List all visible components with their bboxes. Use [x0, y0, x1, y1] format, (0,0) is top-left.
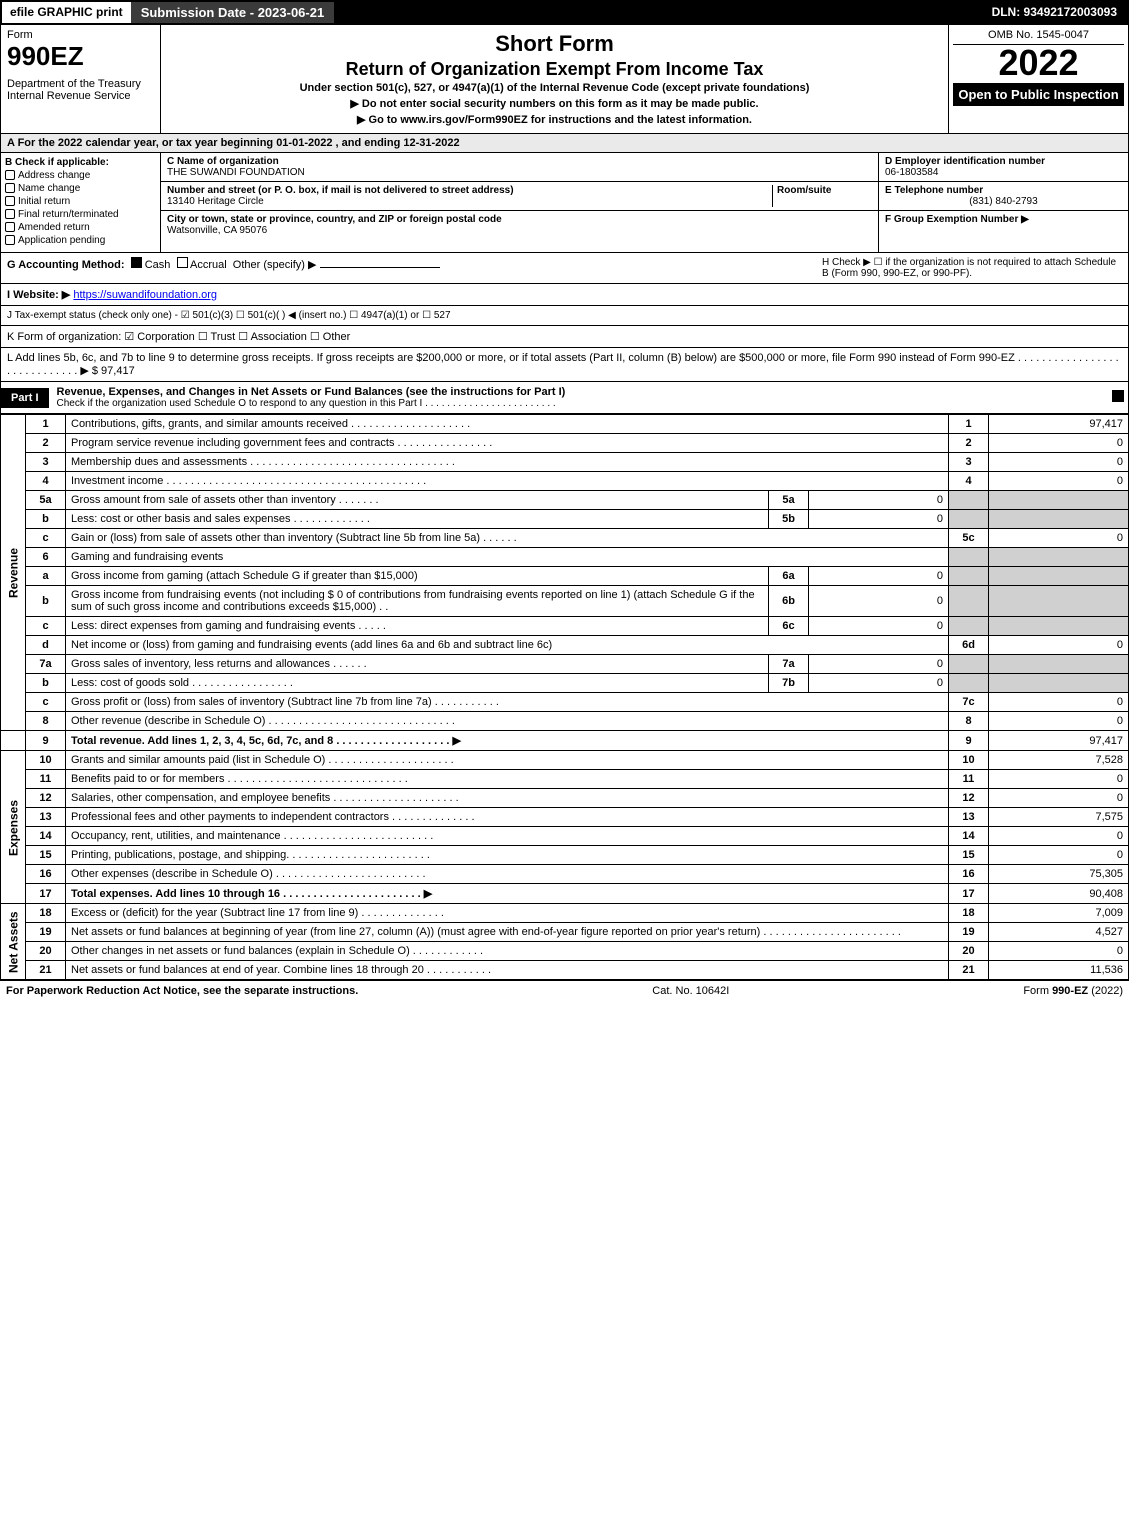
amt-21: 11,536: [989, 961, 1129, 980]
cb-name-change[interactable]: Name change: [5, 183, 156, 194]
cb-cash[interactable]: [131, 257, 142, 268]
accounting-method-label: G Accounting Method:: [7, 259, 125, 271]
amt-5c: 0: [989, 529, 1129, 548]
amt-6a: 0: [809, 567, 949, 586]
cb-amended-return[interactable]: Amended return: [5, 222, 156, 233]
city-label: City or town, state or province, country…: [167, 214, 502, 225]
ein-value: 06-1803584: [885, 167, 938, 178]
footer-form: Form 990-EZ (2022): [1023, 985, 1123, 997]
part1-header: Part I Revenue, Expenses, and Changes in…: [0, 382, 1129, 414]
form-meta-block: OMB No. 1545-0047 2022 Open to Public In…: [948, 25, 1128, 133]
section-a: A For the 2022 calendar year, or tax yea…: [0, 134, 1129, 153]
phone-label: E Telephone number: [885, 185, 983, 196]
part1-title: Revenue, Expenses, and Changes in Net As…: [49, 382, 1108, 413]
amt-7c: 0: [989, 693, 1129, 712]
form-id-block: Form 990EZ Department of the Treasury In…: [1, 25, 161, 133]
form-title-block: Short Form Return of Organization Exempt…: [161, 25, 948, 133]
amt-3: 0: [989, 453, 1129, 472]
title-return: Return of Organization Exempt From Incom…: [167, 59, 942, 80]
part1-checkbox[interactable]: [1108, 390, 1128, 405]
line-j: J Tax-exempt status (check only one) - ☑…: [0, 306, 1129, 326]
amt-16: 75,305: [989, 865, 1129, 884]
tax-year: 2022: [953, 45, 1124, 81]
phone-value: (831) 840-2793: [885, 196, 1122, 207]
line-g-h: G Accounting Method: Cash Accrual Other …: [0, 253, 1129, 284]
box-b: B Check if applicable: Address change Na…: [1, 153, 161, 252]
box-def: D Employer identification number 06-1803…: [878, 153, 1128, 252]
amt-10: 7,528: [989, 751, 1129, 770]
website-link[interactable]: https://suwandifoundation.org: [73, 289, 217, 301]
side-net-assets: Net Assets: [1, 904, 26, 980]
amt-7a: 0: [809, 655, 949, 674]
room-label: Room/suite: [777, 185, 831, 196]
org-name: THE SUWANDI FOUNDATION: [167, 167, 305, 178]
amt-5b: 0: [809, 510, 949, 529]
cb-accrual[interactable]: [177, 257, 188, 268]
page-footer: For Paperwork Reduction Act Notice, see …: [0, 980, 1129, 1001]
group-exemption-label: F Group Exemption Number ▶: [885, 214, 1029, 225]
side-expenses: Expenses: [1, 751, 26, 904]
amt-5a: 0: [809, 491, 949, 510]
amt-9: 97,417: [989, 731, 1129, 751]
amt-8: 0: [989, 712, 1129, 731]
form-header: Form 990EZ Department of the Treasury In…: [0, 25, 1129, 134]
ein-label: D Employer identification number: [885, 156, 1045, 167]
amt-12: 0: [989, 789, 1129, 808]
side-revenue: Revenue: [1, 415, 26, 731]
amt-15: 0: [989, 846, 1129, 865]
part1-tab: Part I: [1, 388, 49, 408]
addr-label: Number and street (or P. O. box, if mail…: [167, 185, 514, 196]
line-h: H Check ▶ ☐ if the organization is not r…: [822, 257, 1122, 279]
amt-18: 7,009: [989, 904, 1129, 923]
org-address: 13140 Heritage Circle: [167, 196, 264, 207]
submission-date: Submission Date - 2023-06-21: [131, 2, 335, 23]
amt-17: 90,408: [989, 884, 1129, 904]
website-label: I Website: ▶: [7, 289, 70, 301]
info-block: B Check if applicable: Address change Na…: [0, 153, 1129, 253]
open-to-public: Open to Public Inspection: [953, 83, 1124, 106]
org-city: Watsonville, CA 95076: [167, 225, 267, 236]
note-goto: ▶ Go to www.irs.gov/Form990EZ for instru…: [167, 113, 942, 126]
amt-14: 0: [989, 827, 1129, 846]
amt-7b: 0: [809, 674, 949, 693]
amt-13: 7,575: [989, 808, 1129, 827]
cb-final-return[interactable]: Final return/terminated: [5, 209, 156, 220]
line-l-amount: $ 97,417: [92, 365, 135, 377]
top-bar: efile GRAPHIC print Submission Date - 20…: [0, 0, 1129, 25]
cb-initial-return[interactable]: Initial return: [5, 196, 156, 207]
lines-table: Revenue 1 Contributions, gifts, grants, …: [0, 414, 1129, 980]
amt-2: 0: [989, 434, 1129, 453]
footer-catno: Cat. No. 10642I: [652, 985, 729, 997]
amt-6d: 0: [989, 636, 1129, 655]
amt-20: 0: [989, 942, 1129, 961]
title-short-form: Short Form: [167, 31, 942, 57]
cb-application-pending[interactable]: Application pending: [5, 235, 156, 246]
amt-1: 97,417: [989, 415, 1129, 434]
amt-19: 4,527: [989, 923, 1129, 942]
form-word: Form: [7, 29, 154, 41]
amt-6c: 0: [809, 617, 949, 636]
line-l: L Add lines 5b, 6c, and 7b to line 9 to …: [0, 348, 1129, 382]
form-number: 990EZ: [7, 41, 154, 72]
amt-11: 0: [989, 770, 1129, 789]
subtitle: Under section 501(c), 527, or 4947(a)(1)…: [167, 82, 942, 94]
irs-link[interactable]: www.irs.gov/Form990EZ: [400, 114, 527, 126]
note-ssn: ▶ Do not enter social security numbers o…: [167, 97, 942, 110]
box-c: C Name of organization THE SUWANDI FOUND…: [161, 153, 878, 252]
org-name-label: C Name of organization: [167, 156, 279, 167]
line-k: K Form of organization: ☑ Corporation ☐ …: [0, 326, 1129, 348]
amt-4: 0: [989, 472, 1129, 491]
cb-address-change[interactable]: Address change: [5, 170, 156, 181]
box-b-label: B Check if applicable:: [5, 157, 156, 168]
footer-notice: For Paperwork Reduction Act Notice, see …: [6, 985, 358, 997]
department-label: Department of the Treasury Internal Reve…: [7, 78, 154, 102]
line-i: I Website: ▶ https://suwandifoundation.o…: [0, 284, 1129, 306]
line-l-text: L Add lines 5b, 6c, and 7b to line 9 to …: [7, 352, 1119, 377]
dln-label: DLN: 93492172003093: [982, 2, 1127, 23]
amt-6b: 0: [809, 586, 949, 617]
efile-label: efile GRAPHIC print: [2, 2, 131, 23]
